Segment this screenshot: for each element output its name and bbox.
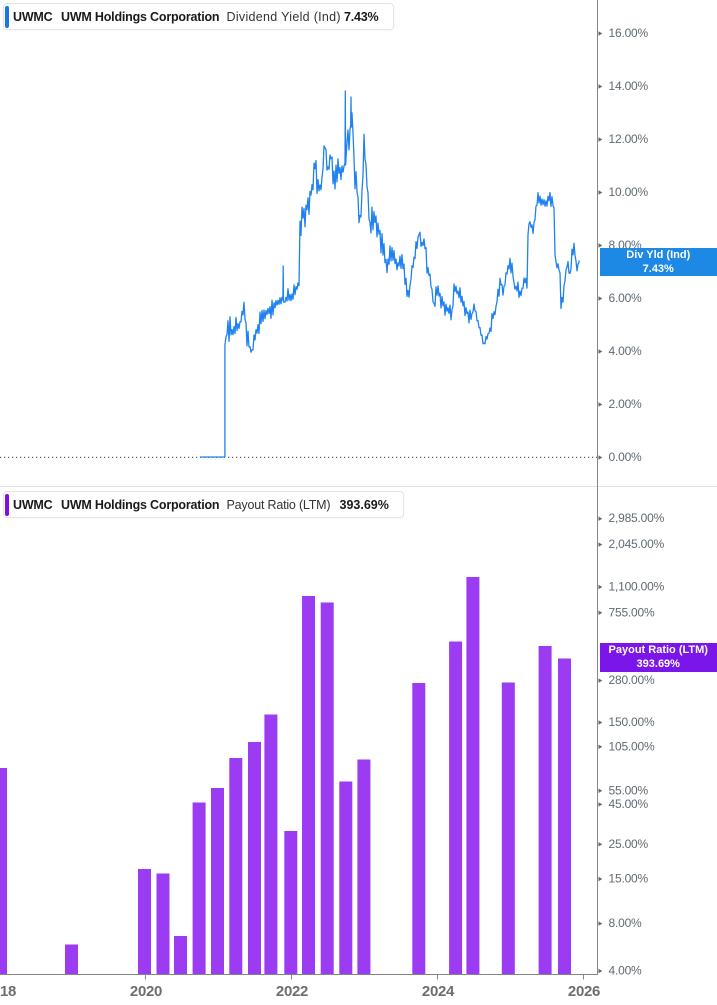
svg-text:25.00%: 25.00% — [609, 837, 649, 851]
svg-text:2026: 2026 — [568, 983, 600, 1000]
svg-text:4.00%: 4.00% — [609, 964, 643, 978]
svg-text:755.00%: 755.00% — [609, 605, 656, 619]
svg-text:15.00%: 15.00% — [609, 872, 649, 886]
svg-text:2.00%: 2.00% — [609, 397, 643, 411]
svg-text:6.00%: 6.00% — [609, 291, 643, 305]
svg-text:280.00%: 280.00% — [609, 673, 656, 687]
svg-text:2020: 2020 — [130, 983, 162, 1000]
svg-text:2,045.00%: 2,045.00% — [609, 537, 665, 551]
svg-text:4.00%: 4.00% — [609, 344, 643, 358]
svg-text:2022: 2022 — [276, 983, 308, 1000]
svg-text:1,100.00%: 1,100.00% — [609, 580, 665, 594]
svg-text:10.00%: 10.00% — [609, 185, 649, 199]
svg-text:2024: 2024 — [422, 983, 455, 1000]
svg-text:150.00%: 150.00% — [609, 715, 656, 729]
svg-text:45.00%: 45.00% — [609, 797, 649, 811]
svg-text:12.00%: 12.00% — [609, 132, 649, 146]
svg-text:0.00%: 0.00% — [609, 450, 643, 464]
svg-text:14.00%: 14.00% — [609, 79, 649, 93]
svg-text:8.00%: 8.00% — [609, 916, 643, 930]
svg-text:2018: 2018 — [0, 983, 16, 1000]
svg-text:16.00%: 16.00% — [609, 26, 649, 40]
svg-text:105.00%: 105.00% — [609, 739, 656, 753]
svg-text:55.00%: 55.00% — [609, 783, 649, 797]
svg-text:2,985.00%: 2,985.00% — [609, 511, 665, 525]
